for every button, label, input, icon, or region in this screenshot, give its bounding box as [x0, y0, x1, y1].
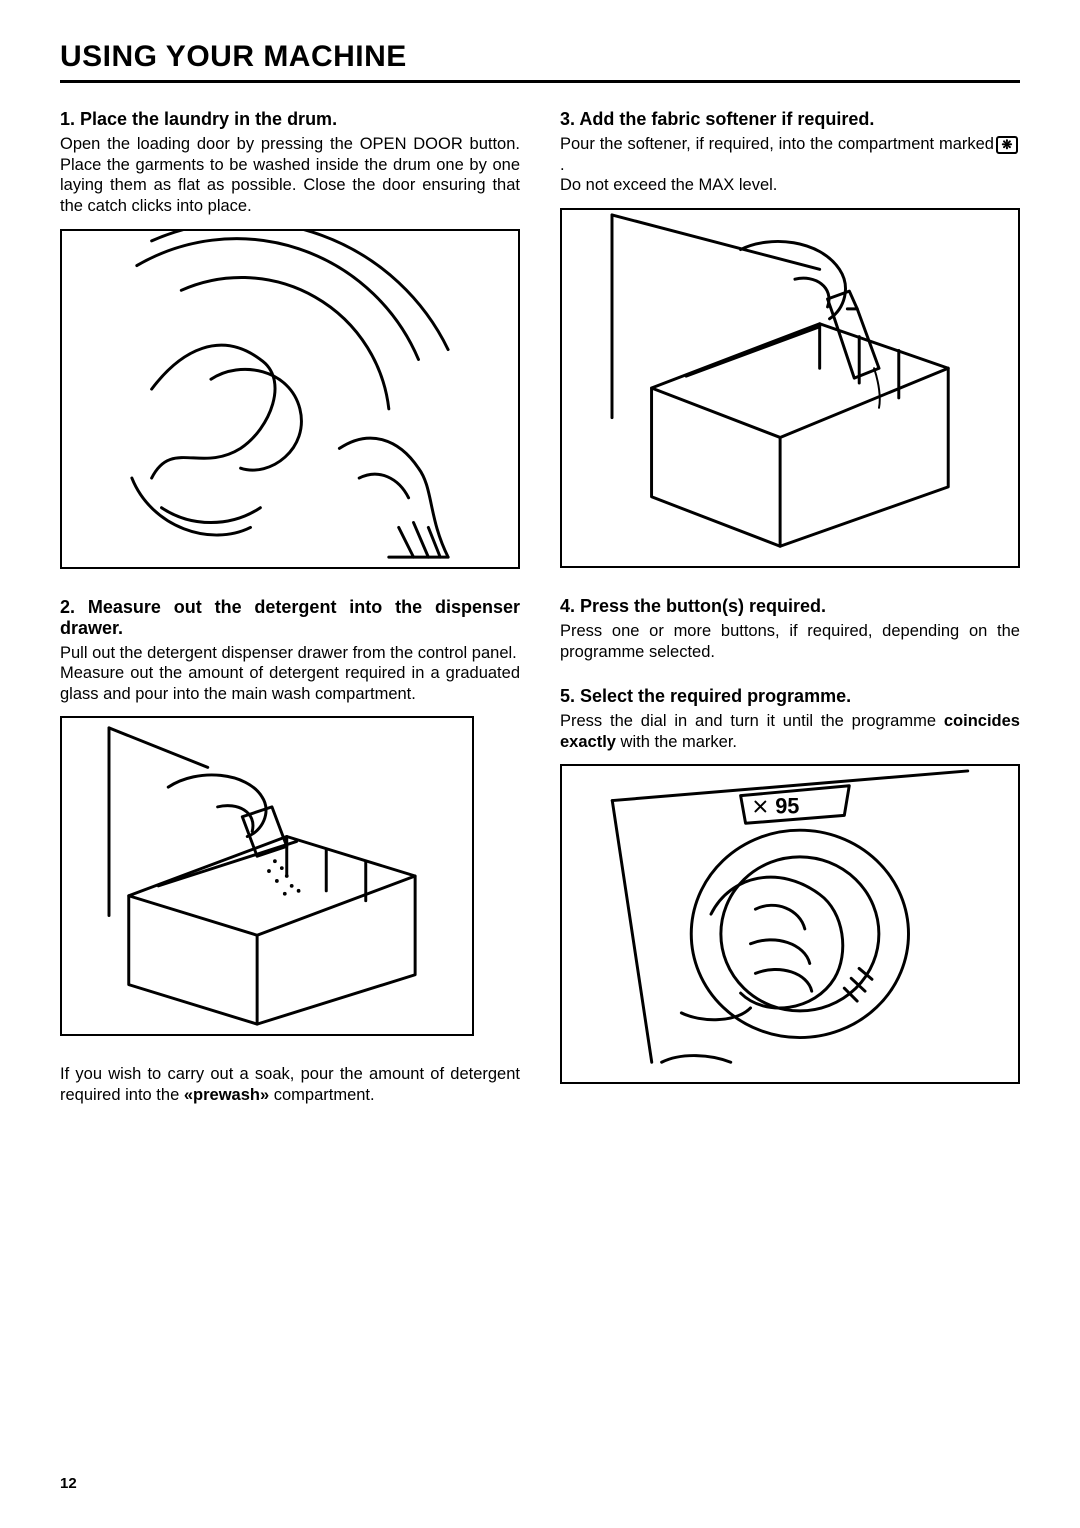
svg-text:95: 95 [775, 794, 799, 819]
softener-symbol-icon: ❋ [996, 136, 1018, 154]
step5-body1c: with the marker. [616, 733, 737, 751]
step5-body1a: Press the dial in and turn it until the … [560, 712, 944, 730]
dial-illustration-icon: 95 [562, 766, 1018, 1082]
step1-heading: 1. Place the laundry in the drum. [60, 109, 520, 130]
step4-body: Press one or more buttons, if required, … [560, 621, 1020, 662]
step2-heading: 2. Measure out the detergent into the di… [60, 597, 520, 639]
softener-illustration-icon [562, 210, 1018, 566]
step5-body: Press the dial in and turn it until the … [560, 711, 1020, 752]
step2-body1: Pull out the detergent dispenser drawer … [60, 643, 520, 664]
drum-illustration-icon [62, 231, 518, 567]
step3-body1b: . [560, 156, 565, 174]
detergent-illustration-icon [62, 718, 472, 1034]
figure-programme-dial: 95 [560, 764, 1020, 1084]
left-column: 1. Place the laundry in the drum. Open t… [60, 109, 520, 1118]
step2-body2: Measure out the amount of detergent requ… [60, 663, 520, 704]
step5-heading: 5. Select the required programme. [560, 686, 1020, 707]
figure-softener-drawer [560, 208, 1020, 568]
figure-detergent-drawer [60, 716, 474, 1036]
step2-body3b: «prewash» [184, 1086, 269, 1104]
step3-heading: 3. Add the fabric softener if required. [560, 109, 1020, 130]
step3-body1a: Pour the softener, if required, into the… [560, 135, 994, 153]
figure-laundry-drum [60, 229, 520, 569]
step3-body1: Pour the softener, if required, into the… [560, 134, 1020, 175]
step1-body: Open the loading door by pressing the OP… [60, 134, 520, 217]
page-title: USING YOUR MACHINE [60, 40, 1020, 83]
right-column: 3. Add the fabric softener if required. … [560, 109, 1020, 1118]
step2-body3: If you wish to carry out a soak, pour th… [60, 1064, 520, 1105]
step4-heading: 4. Press the button(s) required. [560, 596, 1020, 617]
content-columns: 1. Place the laundry in the drum. Open t… [60, 109, 1020, 1118]
step3-body2: Do not exceed the MAX level. [560, 175, 1020, 196]
page-number: 12 [60, 1475, 77, 1492]
step2-body3c: compartment. [269, 1086, 374, 1104]
